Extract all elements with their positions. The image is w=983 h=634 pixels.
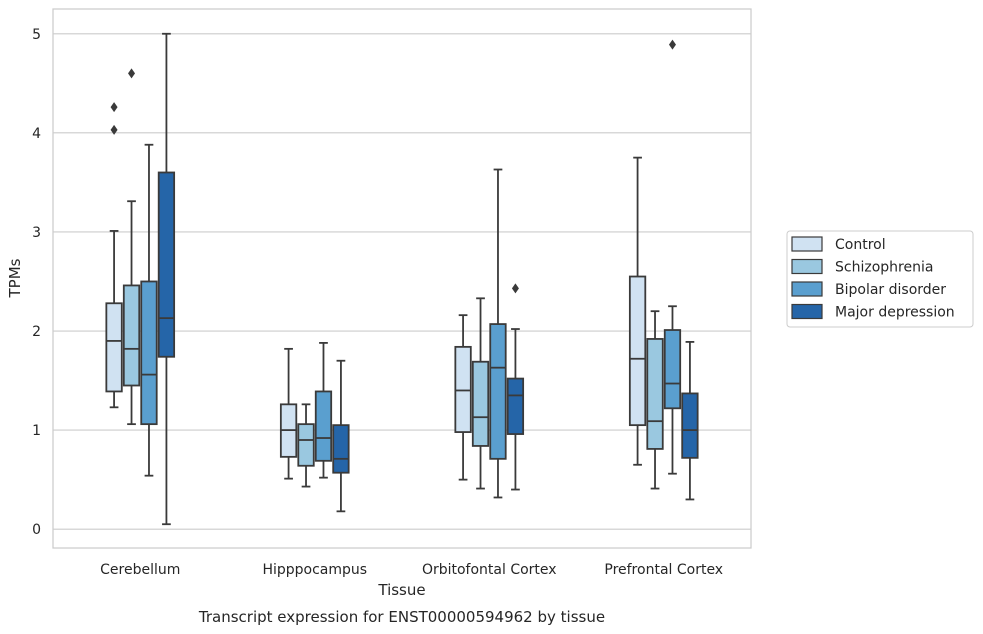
y-tick-label: 0	[32, 522, 41, 538]
box-group	[454, 314, 472, 481]
box	[140, 280, 158, 426]
box-group	[471, 297, 490, 490]
outlier-marker	[110, 102, 118, 113]
y-tick-label: 5	[32, 27, 41, 43]
y-tick-label: 1	[32, 423, 41, 439]
box-group	[122, 68, 141, 426]
legend: Control Schizophrenia Bipolar disorder Majo…	[786, 230, 974, 328]
legend-frame	[786, 230, 974, 328]
box-group	[681, 341, 699, 501]
legend-label: Bipolar disorder	[835, 282, 946, 298]
box	[506, 377, 525, 435]
box	[454, 345, 472, 433]
figure-caption: Transcript expression for ENST0000059496…	[198, 608, 605, 626]
outlier-marker	[668, 39, 676, 50]
x-tick-label: Prefrontal Cortex	[604, 562, 723, 578]
x-tick-label: Cerebellum	[100, 562, 180, 578]
legend-swatch	[791, 281, 823, 297]
box-group	[157, 32, 176, 526]
box	[122, 284, 141, 387]
box	[332, 424, 350, 474]
legend-label: Control	[835, 237, 886, 253]
y-tick-label: 3	[32, 225, 41, 241]
x-tick-label: Hipppocampus	[262, 562, 367, 578]
box-group	[297, 403, 315, 488]
box	[297, 423, 315, 467]
y-axis-label: TPMs	[6, 258, 24, 298]
box-group	[663, 39, 682, 475]
y-tick-labels: 0 1 2 3 4 5	[32, 27, 41, 538]
outlier-marker	[128, 68, 136, 79]
box-group	[140, 143, 158, 477]
box-group	[279, 347, 298, 480]
box	[314, 390, 333, 462]
box	[471, 360, 490, 447]
box	[663, 329, 682, 410]
box-group	[105, 102, 123, 409]
box	[105, 302, 123, 393]
box-group	[628, 156, 647, 466]
box	[628, 275, 647, 427]
legend-swatch	[791, 258, 823, 275]
box	[157, 171, 176, 358]
box-group	[314, 342, 333, 479]
box-group	[646, 310, 664, 490]
legend-swatch	[791, 303, 823, 320]
box	[681, 392, 699, 459]
box	[646, 338, 664, 450]
legend-swatch	[791, 236, 823, 252]
outlier-marker	[511, 283, 519, 294]
y-tick-label: 4	[32, 126, 41, 142]
box-group	[332, 359, 350, 513]
plot-area	[52, 8, 752, 549]
outlier-marker	[110, 124, 118, 135]
box-groups	[105, 32, 699, 526]
box-group	[506, 283, 525, 491]
box	[489, 323, 507, 460]
x-axis-label: Tissue	[377, 581, 425, 599]
y-tick-label: 2	[32, 324, 41, 340]
legend-label: Major depression	[835, 305, 955, 321]
x-tick-label: Orbitofontal Cortex	[422, 562, 557, 578]
box-group	[489, 168, 507, 499]
x-tick-labels: Cerebellum Hipppocampus Orbitofontal Corte…	[100, 562, 723, 578]
legend-label: Schizophrenia	[835, 260, 933, 276]
